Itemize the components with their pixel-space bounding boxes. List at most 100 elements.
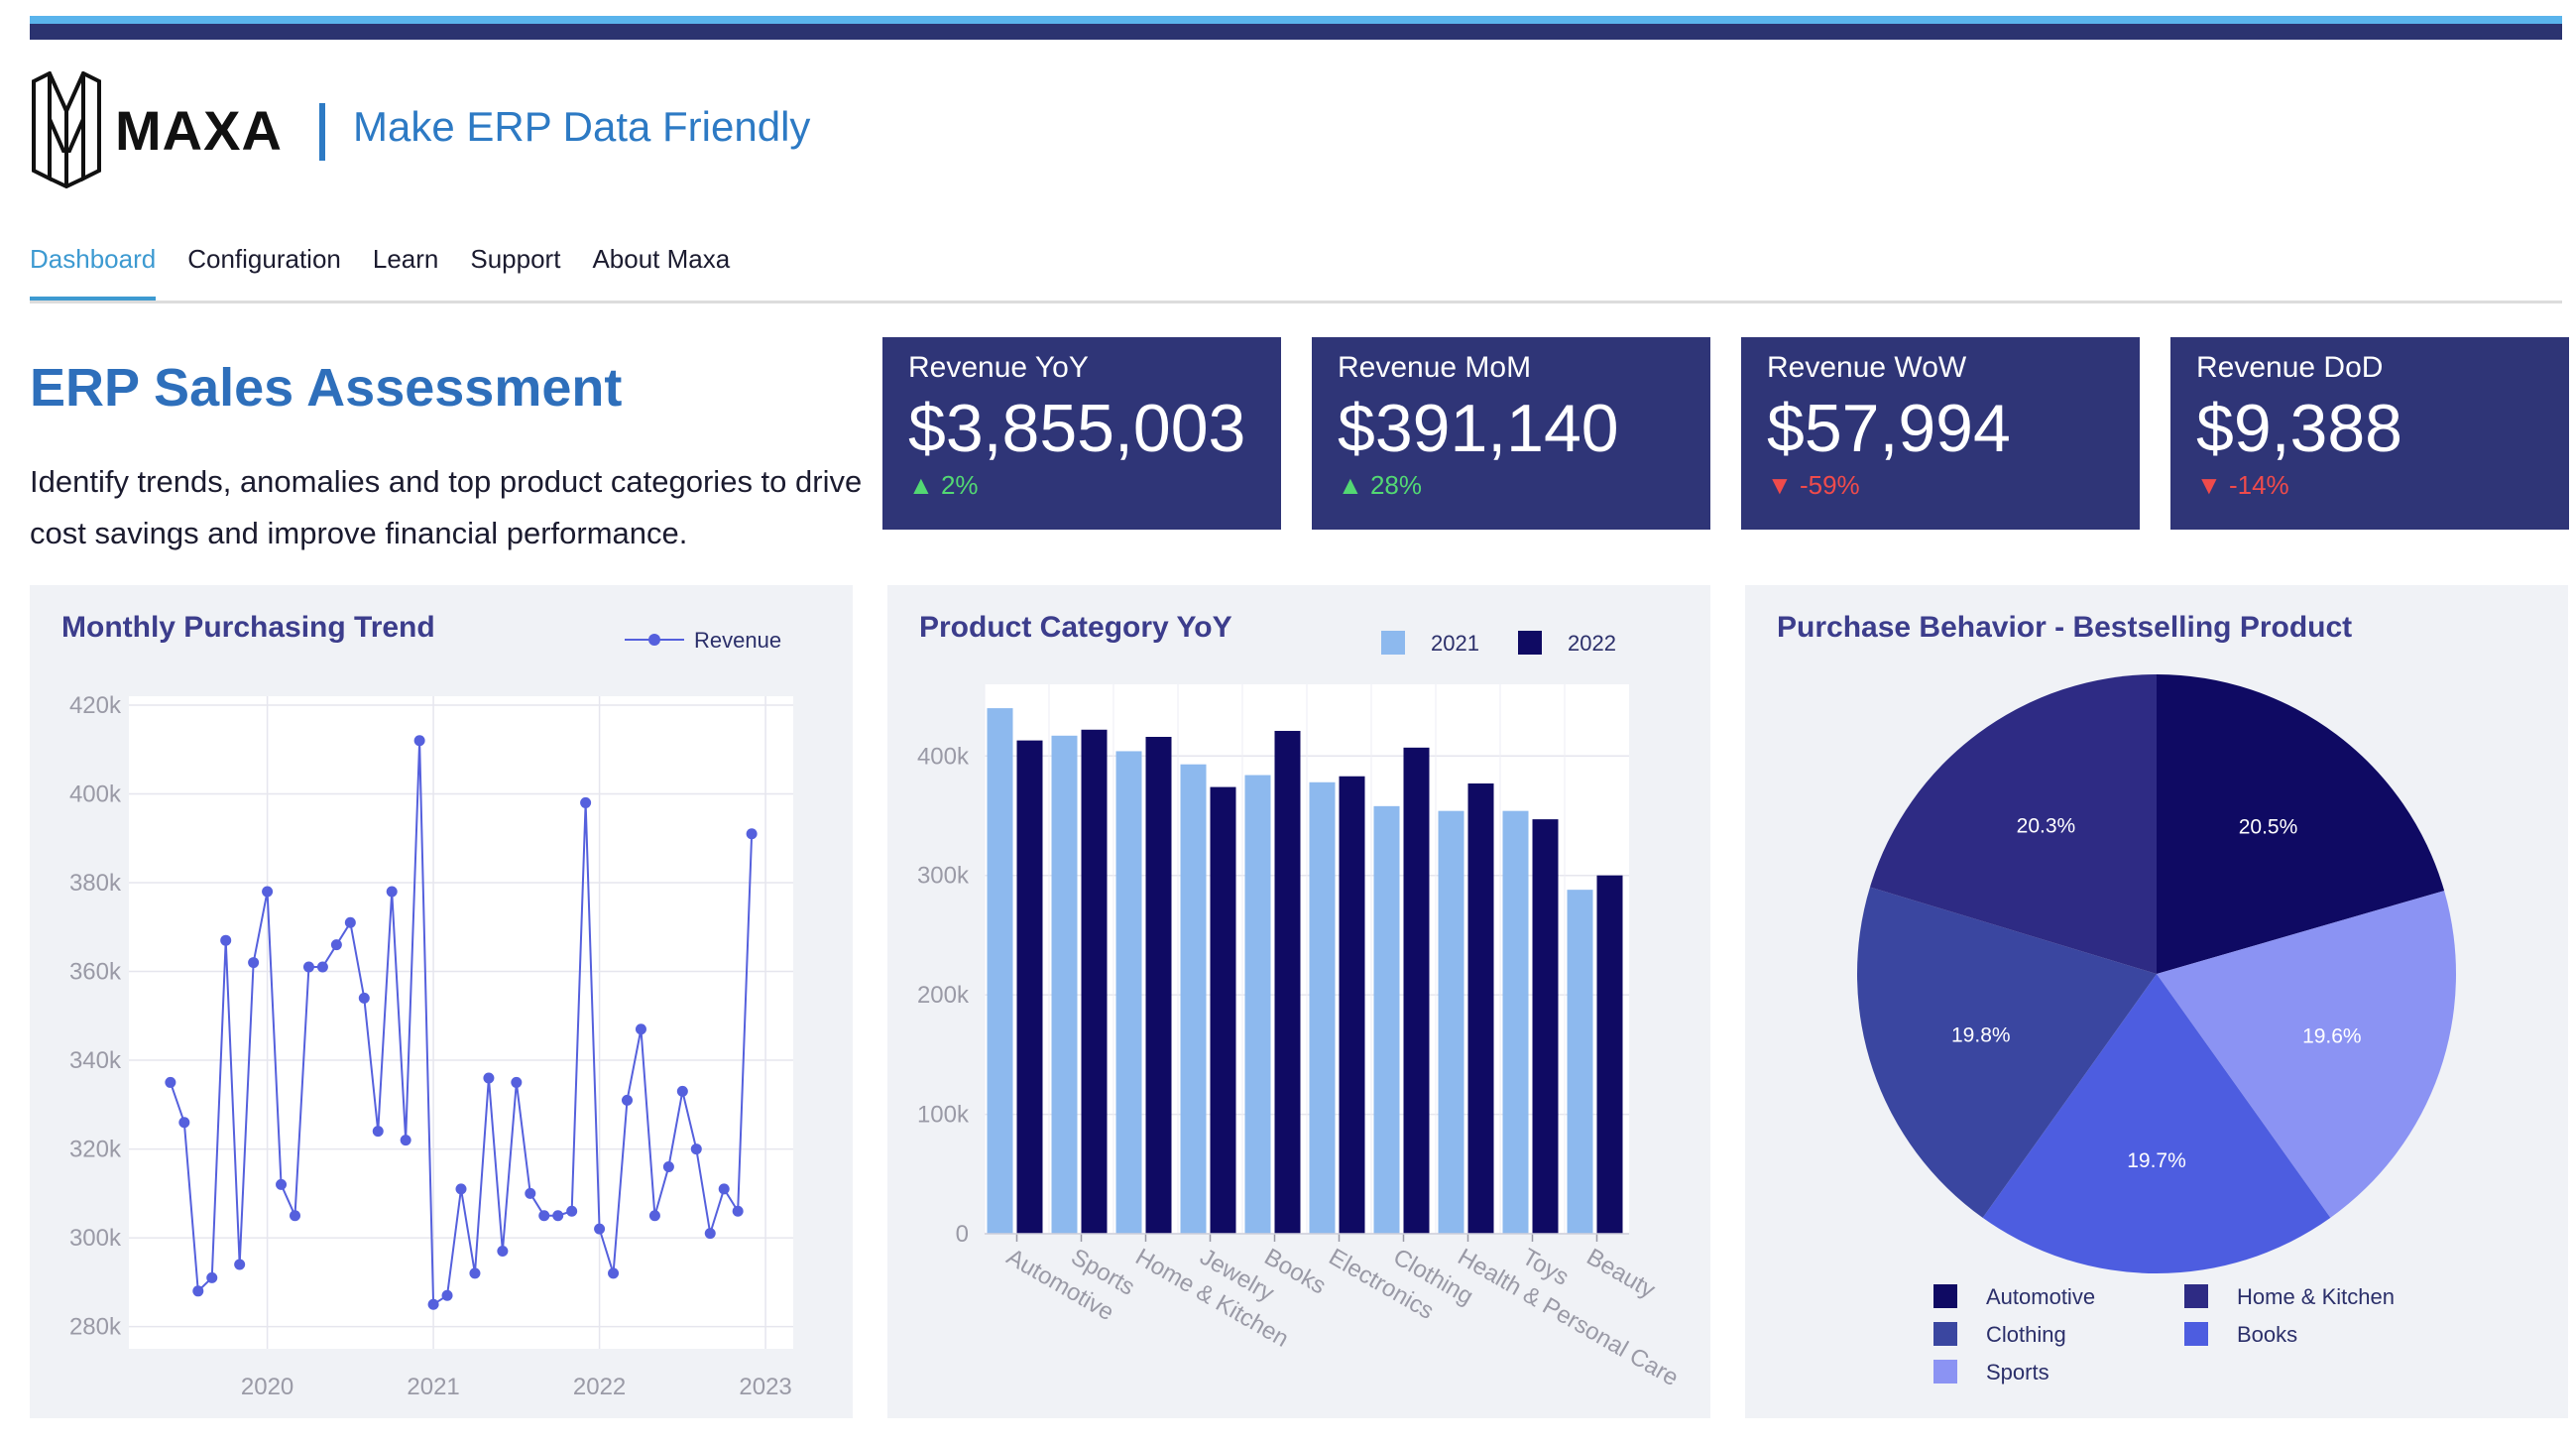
kpi-label: Revenue YoY [908,351,1089,384]
kpi-label: Revenue WoW [1767,351,1967,384]
data-point [732,1205,744,1217]
data-point [469,1267,481,1279]
legend-swatch [1381,631,1405,655]
x-tick-label: 2022 [573,1374,626,1400]
data-point [497,1246,509,1258]
top-header-bar [30,24,2562,40]
y-tick-label: 280k [69,1314,122,1341]
line-chart[interactable]: 280k 300k 320k 340k 360k 380k 400k 420k 2020 2021… [30,585,853,1418]
bar-2021 [1502,810,1529,1234]
kpi-value: $3,855,003 [908,391,1246,466]
kpi-card-revenue-wow: Revenue WoW $57,994 ▼ -59% [1741,337,2140,530]
tab-about-maxa[interactable]: About Maxa [592,244,731,274]
tab-learn[interactable]: Learn [372,244,439,274]
plot-area [129,696,793,1349]
legend-label: Sports [1986,1360,2049,1384]
data-point [316,961,328,973]
bar-2021 [1244,775,1271,1234]
legend-swatch [1518,631,1542,655]
data-point [262,886,274,898]
data-point [234,1259,246,1270]
kpi-delta-value: 2% [940,470,979,500]
data-point [662,1160,674,1172]
data-point [344,916,356,928]
brand-tagline: Make ERP Data Friendly [353,103,811,150]
data-point [538,1210,550,1222]
legend-label: Revenue [694,628,781,653]
data-point [690,1143,702,1155]
y-tick-label: 360k [69,959,122,986]
pie-slice-label: 19.6% [2302,1025,2362,1048]
y-tick-label: 340k [69,1047,122,1074]
bar-2022 [1403,747,1430,1234]
data-point [413,735,425,747]
data-point [248,957,260,969]
x-tick-label: Beauty [1582,1244,1660,1304]
bar-2021 [1180,764,1207,1234]
y-tick-label: 300k [69,1225,122,1252]
kpi-label: Revenue MoM [1338,351,1532,384]
bar-2022 [1210,786,1236,1234]
arrow-down-icon: ▼ [1767,470,1793,500]
data-point [427,1298,439,1310]
kpi-delta: ▼ -14% [2196,470,2543,501]
pie-slice-books [1982,974,2331,1273]
arrow-up-icon: ▲ [908,470,934,500]
data-point [165,1076,176,1088]
legend-swatch [2184,1284,2208,1308]
pie-chart[interactable]: 20.5% 19.6% 19.7% 19.8% 20.3% Automotive Home … [1745,585,2568,1418]
data-point [511,1076,523,1088]
kpi-value: $9,388 [2196,391,2402,466]
data-point [276,1178,288,1190]
x-tick-label: 2021 [407,1374,459,1400]
tab-support[interactable]: Support [470,244,561,274]
data-point [290,1210,300,1222]
chart-title: Monthly Purchasing Trend [61,611,435,644]
bar-2021 [1309,782,1336,1234]
data-point [580,796,592,808]
legend-label: Home & Kitchen [2237,1284,2395,1309]
kpi-card-revenue-mom: Revenue MoM $391,140 ▲ 28% [1312,337,1710,530]
bar-2021 [1373,805,1400,1234]
top-accent-bar [30,16,2562,24]
legend-swatch [1933,1322,1957,1346]
data-point [648,1210,660,1222]
bar-2022 [1274,730,1301,1234]
data-point [594,1223,606,1235]
tab-dashboard[interactable]: Dashboard [30,244,157,301]
maxa-logo[interactable]: MAXA [30,71,283,188]
kpi-value: $391,140 [1338,391,1619,466]
pie-slice-label: 19.8% [1951,1023,2011,1046]
brand-divider [319,103,325,161]
kpi-delta-value: -14% [2228,470,2289,500]
nav-divider [30,301,2562,303]
bar-2022 [1339,776,1365,1234]
pie-slice-clothing [1857,887,2157,1218]
y-tick-label: 0 [956,1221,969,1248]
bar-chart-panel: Product Category YoY 0 100k 200k 300k 400k Au… [887,585,1710,1418]
y-tick-label: 400k [69,781,122,807]
data-point [552,1210,564,1222]
brand-name: MAXA [115,98,283,162]
kpi-card-revenue-yoy: Revenue YoY $3,855,003 ▲ 2% [882,337,1281,530]
y-tick-label: 380k [69,870,122,897]
arrow-down-icon: ▼ [2196,470,2222,500]
data-point [622,1094,633,1106]
maxa-logo-icon [32,71,101,188]
legend-label: Clothing [1986,1322,2066,1347]
kpi-delta: ▲ 2% [908,470,1255,501]
legend-swatch [1933,1284,1957,1308]
kpi-label: Revenue DoD [2196,351,2384,384]
tab-configuration[interactable]: Configuration [187,244,341,274]
bar-2021 [1567,890,1593,1234]
kpi-delta-value: -59% [1799,470,1860,500]
y-tick-label: 420k [69,692,122,719]
pie-slice-automotive [2157,674,2445,974]
data-point [192,1285,204,1297]
data-point [358,992,370,1004]
legend-label: 2022 [1568,631,1616,656]
bar-2022 [1145,736,1172,1234]
pie-slice-label: 20.5% [2239,815,2298,838]
data-point [718,1183,730,1195]
